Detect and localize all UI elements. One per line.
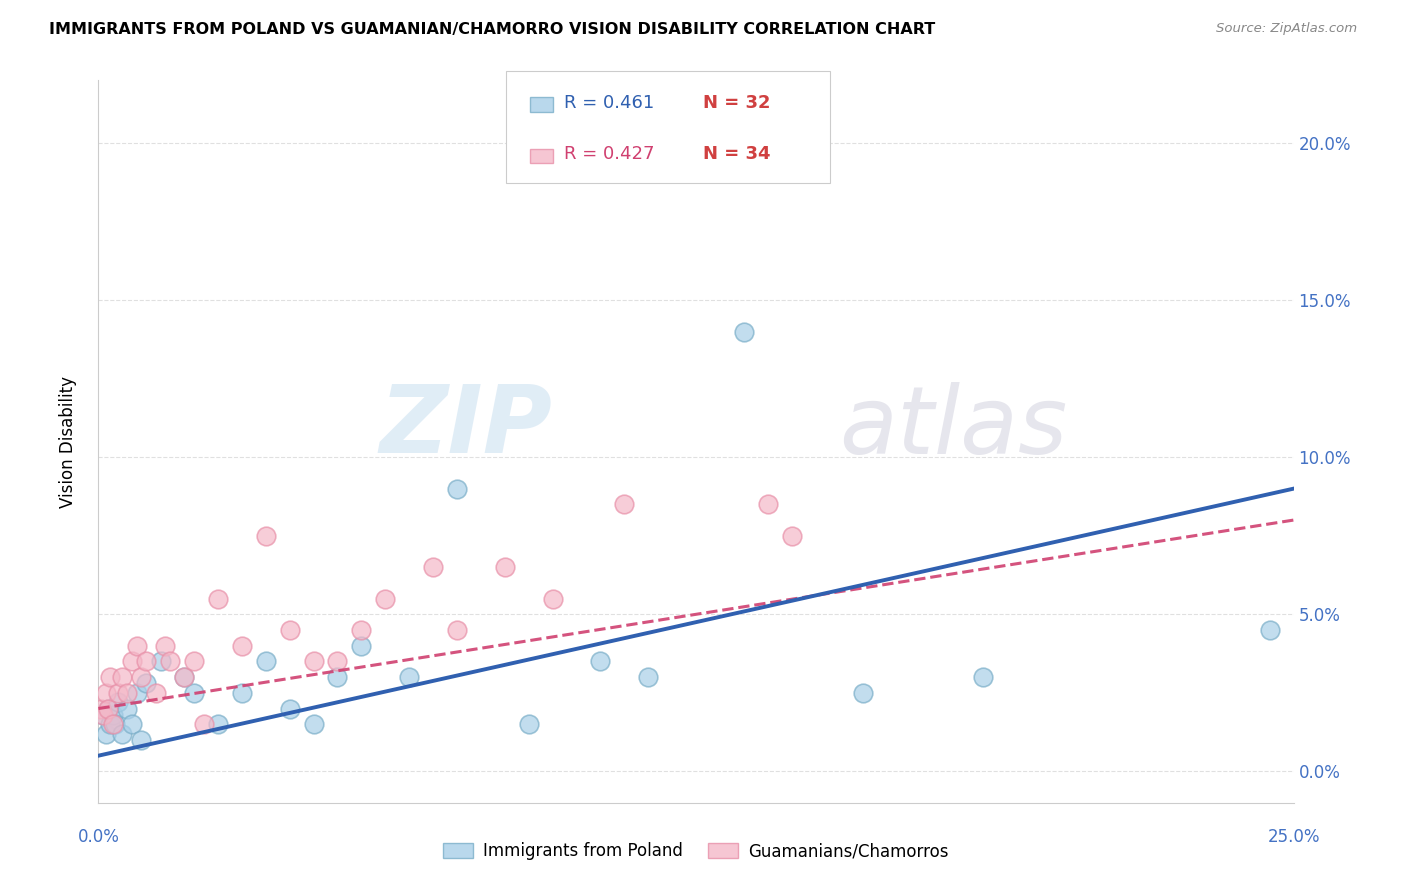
Point [183, 686, 205, 700]
Point [111, 670, 134, 684]
Point [613, 497, 636, 511]
Point [125, 686, 148, 700]
Point [972, 670, 994, 684]
Point [231, 686, 253, 700]
Text: atlas: atlas [839, 382, 1067, 473]
Point [637, 670, 659, 684]
Point [125, 639, 148, 653]
Point [159, 655, 181, 669]
Point [278, 623, 301, 637]
Point [155, 639, 177, 653]
Point [173, 670, 195, 684]
Text: N = 34: N = 34 [703, 145, 770, 163]
Point [517, 717, 540, 731]
Point [98, 670, 122, 684]
Point [733, 325, 755, 339]
Point [398, 670, 420, 684]
Point [326, 655, 349, 669]
Point [302, 655, 325, 669]
Text: R = 0.461: R = 0.461 [564, 94, 654, 112]
Point [350, 623, 373, 637]
Legend: Immigrants from Poland, Guamanians/Chamorros: Immigrants from Poland, Guamanians/Chamo… [437, 836, 955, 867]
Point [101, 717, 124, 731]
Text: 0.0%: 0.0% [77, 828, 120, 846]
Point [207, 717, 229, 731]
Point [145, 686, 167, 700]
Point [104, 717, 127, 731]
Point [254, 655, 277, 669]
Point [135, 655, 157, 669]
Point [131, 670, 153, 684]
Point [207, 591, 229, 606]
Text: R = 0.427: R = 0.427 [564, 145, 654, 163]
Point [756, 497, 779, 511]
Point [422, 560, 444, 574]
Point [374, 591, 396, 606]
Text: N = 32: N = 32 [703, 94, 770, 112]
Point [302, 717, 325, 731]
Point [121, 717, 143, 731]
Y-axis label: Vision Disability: Vision Disability [59, 376, 77, 508]
Point [121, 655, 143, 669]
Point [107, 686, 129, 700]
Point [90, 701, 112, 715]
Point [231, 639, 253, 653]
Point [278, 701, 301, 715]
Point [111, 727, 134, 741]
Point [131, 733, 153, 747]
Point [1258, 623, 1281, 637]
Text: ZIP: ZIP [380, 381, 553, 473]
Point [446, 623, 468, 637]
Point [107, 695, 129, 709]
Point [780, 529, 803, 543]
Point [94, 727, 117, 741]
Point [149, 655, 172, 669]
Point [326, 670, 349, 684]
Point [589, 655, 612, 669]
Point [94, 686, 117, 700]
Point [97, 701, 120, 715]
Point [115, 686, 138, 700]
Point [350, 639, 373, 653]
Point [494, 560, 516, 574]
Point [193, 717, 215, 731]
Point [97, 701, 120, 715]
Point [446, 482, 468, 496]
Point [91, 707, 114, 722]
Point [183, 655, 205, 669]
Point [135, 676, 157, 690]
Text: IMMIGRANTS FROM POLAND VS GUAMANIAN/CHAMORRO VISION DISABILITY CORRELATION CHART: IMMIGRANTS FROM POLAND VS GUAMANIAN/CHAM… [49, 22, 935, 37]
Point [98, 717, 122, 731]
Text: 25.0%: 25.0% [1267, 828, 1320, 846]
Point [101, 707, 124, 722]
Point [91, 707, 114, 722]
Point [173, 670, 195, 684]
Point [115, 701, 138, 715]
Point [852, 686, 875, 700]
Point [254, 529, 277, 543]
Point [541, 591, 564, 606]
Text: Source: ZipAtlas.com: Source: ZipAtlas.com [1216, 22, 1357, 36]
